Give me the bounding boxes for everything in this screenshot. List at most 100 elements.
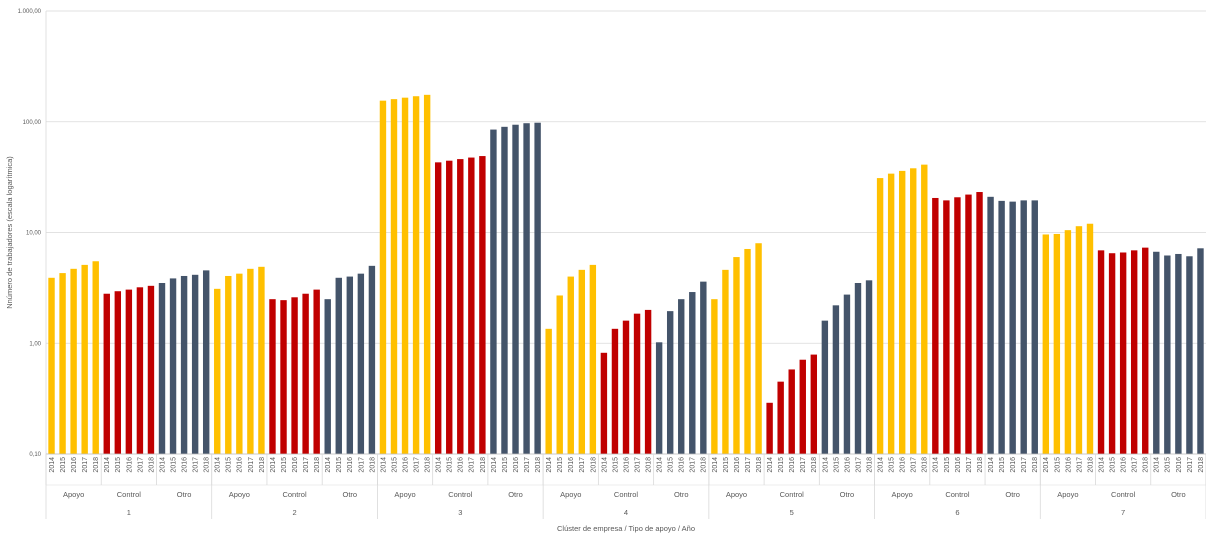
bar	[733, 257, 740, 454]
x-tick-label-year: 2017	[193, 457, 200, 473]
bar	[269, 299, 276, 454]
x-tick-label-year: 2016	[1065, 457, 1072, 473]
bar	[357, 273, 365, 454]
x-tick-label-year: 2016	[900, 457, 907, 473]
bar	[788, 369, 795, 454]
bar	[423, 94, 431, 455]
x-tick-label-year: 2018	[93, 457, 100, 473]
bar	[965, 194, 972, 454]
x-tick-label-type: Apoyo	[726, 490, 747, 499]
x-tick-label-year: 2015	[1109, 457, 1116, 473]
x-tick-label-year: 2016	[458, 457, 465, 473]
bar	[600, 352, 608, 454]
x-tick-label-year: 2016	[789, 457, 796, 473]
x-tick-label-cluster: 6	[955, 508, 959, 517]
x-tick-label-year: 2017	[358, 457, 365, 473]
bar	[700, 281, 707, 454]
bar	[666, 311, 674, 454]
bar	[678, 299, 685, 454]
x-tick-label-type: Otro	[343, 490, 358, 499]
x-tick-label-year: 2015	[1165, 457, 1172, 473]
bar	[943, 200, 950, 454]
x-tick-label-type: Otro	[674, 490, 689, 499]
x-tick-label-year: 2015	[889, 457, 896, 473]
bar	[1086, 223, 1094, 454]
x-tick-label-type: Apoyo	[229, 490, 250, 499]
x-tick-label-year: 2016	[237, 457, 244, 473]
x-tick-label-year: 2015	[1054, 457, 1061, 473]
x-tick-label-year: 2017	[524, 457, 531, 473]
y-axis-label: Nnúmero de trabajadores (escala logarítm…	[5, 156, 14, 309]
x-tick-label-year: 2014	[436, 457, 443, 473]
x-tick-label-year: 2017	[745, 457, 752, 473]
y-tick-label: 100,00	[23, 120, 42, 126]
bar	[711, 299, 718, 454]
bar	[1031, 200, 1038, 454]
x-tick-label-type: Otro	[840, 490, 855, 499]
x-axis: 2014 2015 2016 2017 2018 2014 2015 2016 2017 2018…	[45, 453, 1206, 519]
bar	[191, 274, 199, 454]
bar	[689, 292, 696, 454]
x-tick-label-year: 2015	[999, 457, 1006, 473]
bar	[1142, 247, 1149, 454]
bar	[644, 309, 652, 454]
bar	[755, 243, 762, 454]
x-tick-label-year: 2015	[502, 457, 509, 473]
x-tick-label-year: 2016	[513, 457, 520, 473]
x-tick-label-year: 2018	[204, 457, 211, 473]
bar	[766, 402, 773, 454]
x-tick-label-cluster: 4	[624, 508, 628, 517]
bar	[1108, 253, 1116, 454]
x-tick-label-year: 2018	[480, 457, 487, 473]
bar	[1009, 201, 1016, 454]
y-tick-label: 0,10	[29, 452, 41, 458]
x-tick-label-year: 2014	[657, 457, 664, 473]
bar	[1153, 251, 1160, 454]
bar	[589, 264, 597, 454]
x-tick-label-year: 2016	[734, 457, 741, 473]
x-tick-label-type: Apoyo	[63, 490, 84, 499]
x-tick-label-year: 2015	[944, 457, 951, 473]
bar	[810, 354, 818, 454]
bar	[1197, 248, 1204, 454]
x-tick-label-year: 2016	[955, 457, 962, 473]
bar	[368, 265, 376, 454]
x-tick-label-type: Control	[448, 490, 473, 499]
bar	[611, 328, 619, 454]
bar	[998, 200, 1005, 454]
x-tick-label-year: 2017	[413, 457, 420, 473]
x-tick-label-type: Control	[614, 490, 639, 499]
bar	[401, 97, 409, 455]
bar	[534, 122, 541, 454]
x-tick-label-year: 2017	[1076, 457, 1083, 473]
bar	[324, 299, 331, 454]
bar	[258, 266, 265, 454]
x-tick-label-type: Apoyo	[1057, 490, 1078, 499]
x-tick-label-year: 2016	[71, 457, 78, 473]
x-tick-label-year: 2018	[425, 457, 432, 473]
bar	[490, 129, 497, 455]
y-axis-tick-labels: 0,10 1,00 10,00 100,00 1.000,00	[18, 9, 42, 458]
bar	[854, 282, 862, 454]
bar	[147, 285, 155, 454]
bar	[1130, 250, 1138, 454]
x-tick-label-year: 2017	[966, 457, 973, 473]
bar	[1175, 253, 1182, 454]
bar	[302, 293, 309, 454]
bar	[865, 280, 873, 454]
x-tick-label-cluster: 5	[790, 508, 794, 517]
bar	[70, 268, 77, 454]
x-tick-label-year: 2018	[314, 457, 321, 473]
bar	[512, 124, 519, 455]
bar	[932, 197, 939, 454]
x-tick-label-cluster: 2	[292, 508, 296, 517]
x-tick-label-year: 2014	[1154, 457, 1161, 473]
x-tick-label-year: 2015	[115, 457, 122, 473]
bar	[457, 159, 464, 455]
bar	[954, 197, 961, 455]
x-tick-label-type: Apoyo	[560, 490, 581, 499]
bar	[346, 276, 354, 454]
x-tick-label-year: 2015	[778, 457, 785, 473]
bar	[202, 270, 210, 454]
x-tick-label-type: Control	[945, 490, 970, 499]
